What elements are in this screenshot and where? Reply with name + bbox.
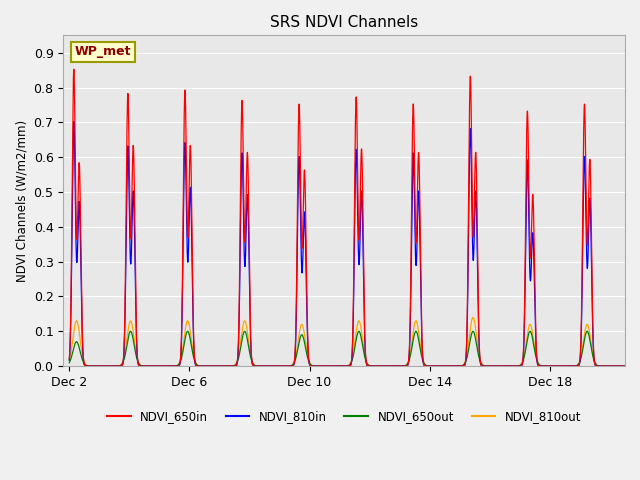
Text: WP_met: WP_met bbox=[74, 45, 131, 58]
NDVI_810out bbox=[522, 339, 530, 345]
NDVI_650in bbox=[278, 363, 285, 369]
NDVI_650out bbox=[241, 328, 248, 334]
NDVI_650out bbox=[278, 363, 285, 369]
Line: NDVI_650out: NDVI_650out bbox=[69, 331, 625, 366]
NDVI_650in bbox=[427, 363, 435, 369]
NDVI_650in bbox=[70, 66, 77, 72]
NDVI_810out bbox=[399, 363, 406, 369]
Legend: NDVI_650in, NDVI_810in, NDVI_650out, NDVI_810out: NDVI_650in, NDVI_810in, NDVI_650out, NDV… bbox=[102, 405, 586, 428]
NDVI_810in bbox=[278, 363, 285, 369]
NDVI_810out bbox=[278, 363, 285, 369]
NDVI_650out bbox=[399, 363, 406, 369]
NDVI_650out bbox=[621, 363, 629, 369]
NDVI_810in bbox=[166, 363, 174, 369]
NDVI_650in bbox=[480, 363, 488, 369]
Line: NDVI_810in: NDVI_810in bbox=[69, 121, 625, 366]
NDVI_810in bbox=[65, 357, 73, 363]
NDVI_810out bbox=[469, 314, 477, 320]
NDVI_650in bbox=[522, 158, 530, 164]
NDVI_810in bbox=[427, 363, 435, 369]
NDVI_650in bbox=[621, 363, 629, 369]
NDVI_810in bbox=[480, 363, 488, 369]
NDVI_810in bbox=[70, 119, 77, 124]
NDVI_810out bbox=[166, 363, 174, 369]
Y-axis label: NDVI Channels (W/m2/mm): NDVI Channels (W/m2/mm) bbox=[15, 120, 28, 282]
NDVI_650out bbox=[480, 363, 488, 369]
Line: NDVI_810out: NDVI_810out bbox=[69, 317, 625, 366]
NDVI_810in bbox=[621, 363, 629, 369]
NDVI_810in bbox=[522, 198, 530, 204]
NDVI_650in bbox=[166, 363, 174, 369]
NDVI_810out bbox=[427, 363, 435, 369]
NDVI_810out bbox=[621, 363, 629, 369]
NDVI_650out bbox=[522, 343, 530, 349]
NDVI_650out bbox=[166, 363, 174, 369]
NDVI_810in bbox=[399, 363, 406, 369]
NDVI_810out bbox=[480, 363, 488, 369]
Line: NDVI_650in: NDVI_650in bbox=[69, 69, 625, 366]
NDVI_810out bbox=[65, 357, 73, 363]
Title: SRS NDVI Channels: SRS NDVI Channels bbox=[270, 15, 419, 30]
NDVI_650in bbox=[399, 363, 406, 369]
NDVI_650out bbox=[65, 360, 73, 366]
NDVI_650out bbox=[427, 363, 435, 369]
NDVI_650in bbox=[65, 356, 73, 362]
